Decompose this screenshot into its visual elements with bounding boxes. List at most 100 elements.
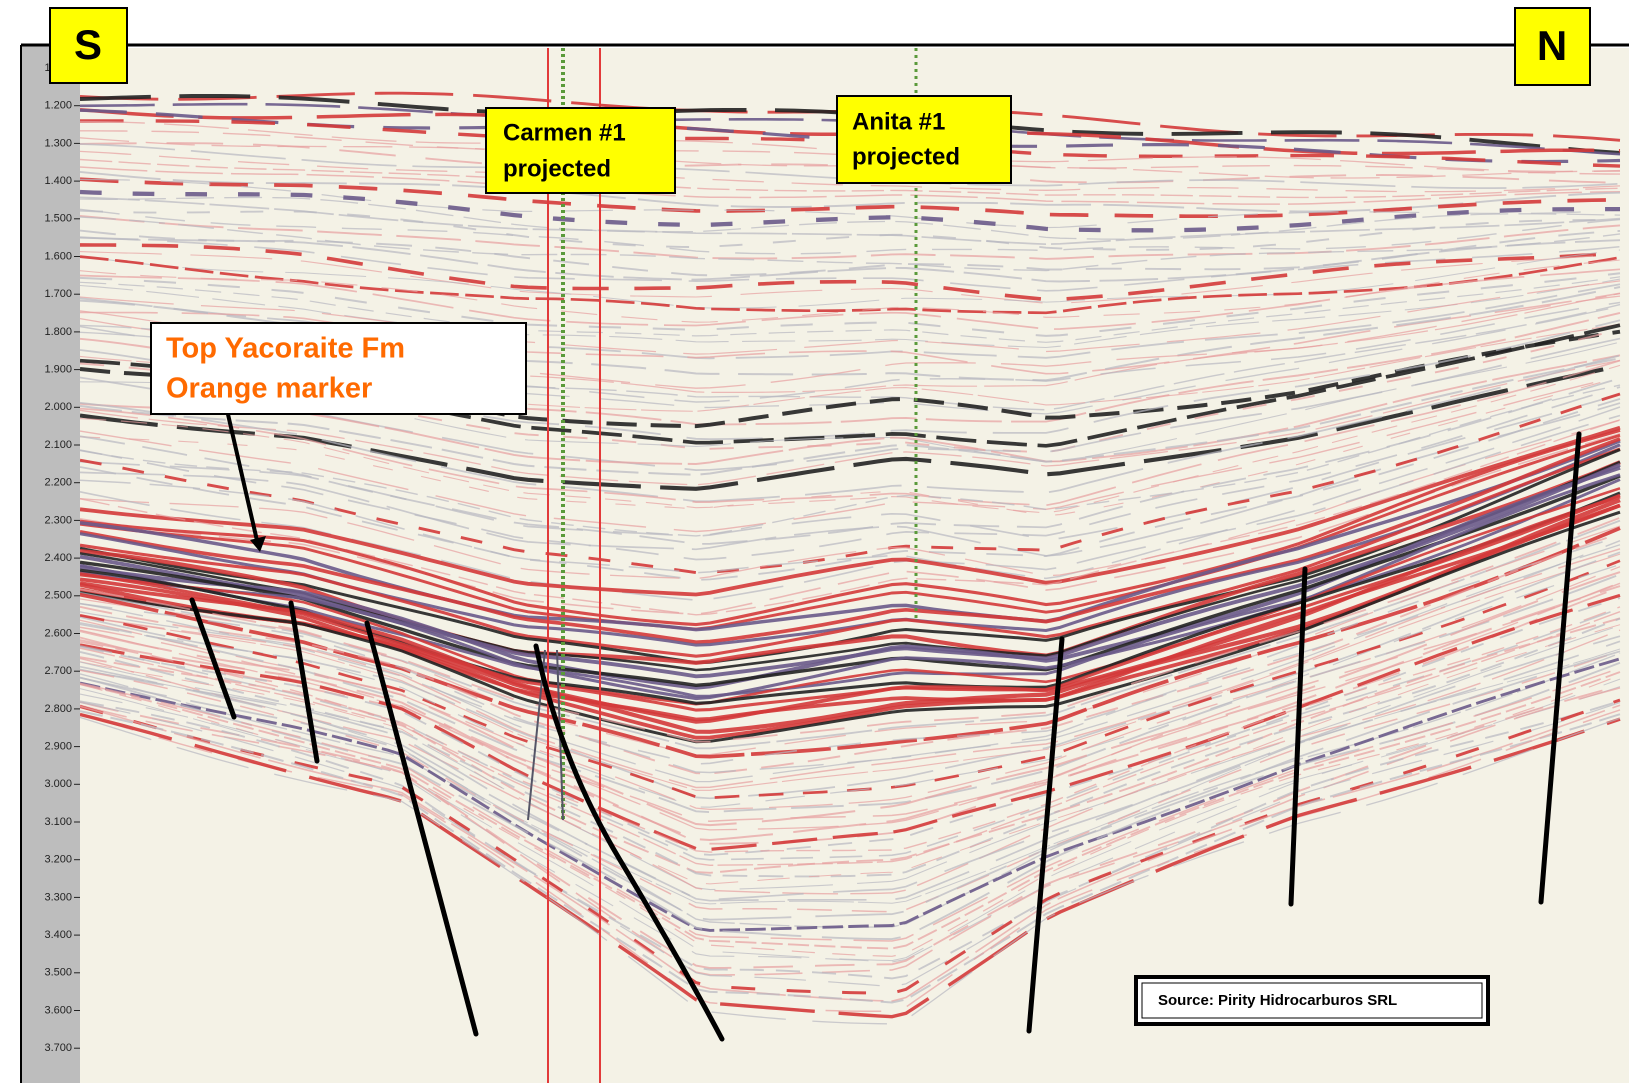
reflector — [79, 564, 1621, 808]
time-tick-label: 1.500 — [44, 213, 72, 225]
reflector — [79, 684, 1621, 969]
reflector — [79, 571, 1621, 827]
reflector — [79, 329, 1621, 429]
time-tick-label: 2.000 — [44, 401, 72, 413]
well-label-box — [836, 95, 1012, 184]
marker-arrowhead — [250, 536, 266, 552]
reflector — [79, 276, 1621, 343]
reflector — [79, 525, 1621, 756]
reflector — [79, 532, 1621, 775]
reflector — [79, 251, 1621, 304]
reflector — [79, 553, 1621, 791]
well-label: Anita #1 — [852, 108, 945, 135]
reflector — [79, 607, 1621, 861]
reflector — [79, 674, 1621, 957]
reflector — [79, 701, 1621, 988]
reflector — [79, 516, 1621, 743]
reflector — [79, 597, 1621, 856]
time-tick-label: 2.600 — [44, 627, 72, 639]
time-tick-label: 1.200 — [44, 100, 72, 112]
reflector — [79, 661, 1621, 941]
reflector — [79, 91, 1621, 142]
fault — [1026, 636, 1065, 1034]
reflector — [79, 582, 1621, 823]
reflector — [79, 178, 1621, 229]
source-box-inner — [1141, 982, 1483, 1019]
reflector — [79, 386, 1621, 561]
time-tick-label: 2.100 — [44, 439, 72, 451]
reflector — [79, 474, 1621, 688]
reflector — [79, 686, 1621, 963]
time-tick-label: 2.300 — [44, 514, 72, 526]
reflector — [79, 94, 1621, 155]
well-label: Carmen #1 — [503, 119, 626, 146]
time-tick-label: 2.200 — [44, 477, 72, 489]
fault — [1288, 566, 1308, 907]
reflector — [79, 617, 1621, 878]
reflector — [79, 535, 1621, 765]
reflector — [79, 487, 1621, 706]
reflector — [79, 544, 1621, 783]
reflector — [79, 280, 1621, 355]
time-tick-label: 1.600 — [44, 250, 72, 262]
well-label: projected — [852, 143, 960, 170]
time-tick-label: 3.300 — [44, 891, 72, 903]
reflector — [79, 460, 1621, 672]
source-box — [1134, 975, 1490, 1026]
reflector — [79, 268, 1621, 330]
reflector — [79, 364, 1621, 514]
time-tick-label: 1.700 — [44, 288, 72, 300]
reflector — [79, 189, 1620, 233]
marker-label-box — [150, 322, 527, 415]
reflector — [79, 209, 1620, 251]
reflector — [79, 625, 1621, 891]
reflector — [79, 359, 1621, 507]
reflector — [79, 272, 1621, 337]
time-tick-label: 3.400 — [44, 929, 72, 941]
reflector — [79, 393, 1621, 541]
time-axis-strip — [21, 45, 80, 1083]
reflector — [79, 214, 1621, 260]
reflector — [79, 439, 1621, 632]
reflector — [79, 170, 1621, 213]
reflector — [79, 716, 1621, 1025]
reflector — [79, 414, 1621, 602]
reflector — [79, 196, 1621, 246]
well-label: projected — [503, 155, 611, 182]
time-tick-label: 2.700 — [44, 665, 72, 677]
reflector — [79, 236, 1621, 283]
reflector — [79, 712, 1621, 1019]
reflector — [79, 519, 1621, 750]
reflector — [79, 377, 1621, 545]
fault — [189, 597, 237, 720]
time-tick-label: 2.400 — [44, 552, 72, 564]
reflector — [79, 384, 1621, 537]
reflector — [79, 158, 1621, 199]
time-tick-label: 1.900 — [44, 364, 72, 376]
reflector — [79, 398, 1621, 581]
reflector — [79, 585, 1621, 842]
reflector — [79, 249, 1621, 309]
reflector — [79, 667, 1621, 942]
reflector — [79, 354, 1621, 465]
faults — [189, 408, 1582, 1042]
time-tick-label: 3.100 — [44, 816, 72, 828]
reflector — [79, 548, 1621, 789]
reflector — [79, 540, 1621, 774]
reflector — [79, 278, 1621, 349]
reflector — [79, 710, 1621, 1004]
compass-label: S — [74, 21, 102, 68]
reflector — [79, 671, 1621, 950]
fault — [533, 643, 725, 1042]
marker-label: Orange marker — [166, 373, 372, 405]
marker-pointer — [225, 408, 260, 547]
reflector — [79, 229, 1621, 277]
time-tick-label: 3.000 — [44, 778, 72, 790]
time-tick-label: 3.500 — [44, 967, 72, 979]
reflector — [79, 375, 1621, 533]
time-tick-label: 2.900 — [44, 741, 72, 753]
reflector — [79, 150, 1621, 193]
reflector — [79, 709, 1621, 1013]
source-label: Source: Pirity Hidrocarburos SRL — [1158, 992, 1397, 1009]
